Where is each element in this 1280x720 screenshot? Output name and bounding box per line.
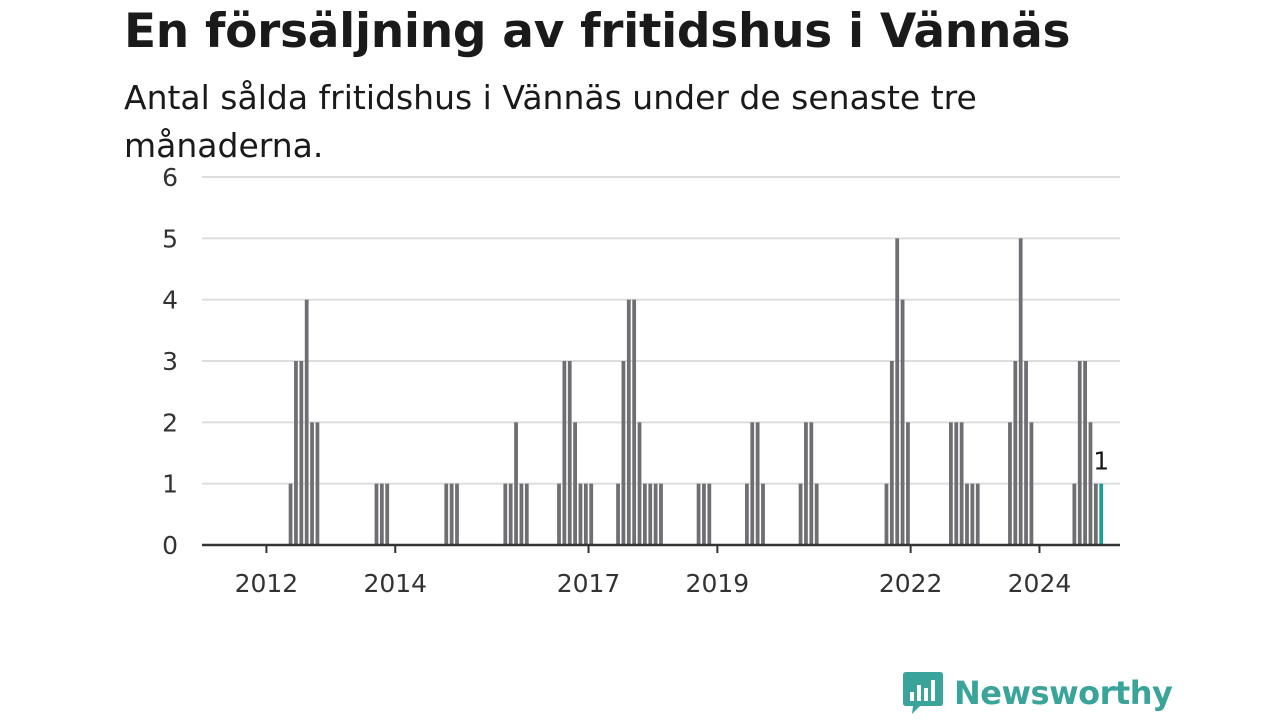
- bar: [648, 483, 653, 545]
- bar: [288, 483, 293, 545]
- brand-name: Newsworthy: [954, 674, 1173, 712]
- bar: [798, 483, 803, 545]
- y-tick-label: 6: [162, 163, 178, 192]
- y-tick-label: 1: [162, 470, 178, 499]
- bar: [884, 483, 889, 545]
- bar: [632, 299, 637, 545]
- bar: [1077, 361, 1082, 545]
- bar: [707, 483, 712, 545]
- bar: [906, 422, 910, 545]
- bar: [562, 361, 567, 545]
- chart-title: En försäljning av fritidshus i Vännäs: [124, 4, 1071, 59]
- x-tick-label: 2012: [235, 569, 299, 598]
- bar: [761, 483, 765, 545]
- bar: [965, 483, 969, 545]
- x-tick-label: 2022: [879, 569, 943, 598]
- bar: [659, 483, 663, 545]
- bar: [954, 422, 959, 545]
- bar: [616, 483, 620, 545]
- brand-logo: Newsworthy: [902, 668, 1173, 718]
- bar: [557, 483, 561, 545]
- bar: [1013, 361, 1018, 545]
- bar: [310, 422, 314, 545]
- bar: [304, 299, 309, 545]
- y-tick-label: 0: [162, 531, 178, 560]
- bar: [589, 483, 594, 545]
- bar: [1029, 422, 1034, 545]
- x-tick-label: 2017: [557, 569, 621, 598]
- bar: [524, 483, 529, 545]
- bar: [745, 483, 749, 545]
- bar: [626, 299, 631, 545]
- bar: [294, 361, 298, 545]
- bar: [809, 422, 814, 545]
- bar: [959, 422, 964, 545]
- bar: [889, 361, 894, 545]
- y-tick-label: 4: [162, 286, 178, 315]
- bar: [519, 483, 524, 545]
- bar: [374, 483, 379, 545]
- axes: [202, 543, 1120, 553]
- bar: [1008, 422, 1012, 545]
- gridlines: [202, 176, 1120, 485]
- bar: [895, 238, 900, 546]
- bar: [385, 483, 390, 545]
- bar: [1093, 483, 1098, 545]
- bar: [637, 422, 642, 545]
- bar: [804, 422, 808, 545]
- bar: [1088, 422, 1093, 545]
- bar: [449, 483, 454, 545]
- bar: [900, 299, 905, 545]
- bar: [583, 483, 588, 545]
- bar: [621, 361, 626, 545]
- bar: [578, 483, 583, 545]
- bar: [455, 483, 459, 545]
- bar: [970, 483, 975, 545]
- bar: [975, 483, 980, 545]
- bar: [315, 422, 320, 545]
- y-tick-label: 2: [162, 408, 178, 437]
- bar: [949, 422, 953, 545]
- newsworthy-logo-icon: [903, 672, 943, 714]
- highlight-bar: [1099, 483, 1104, 545]
- bar: [514, 422, 518, 545]
- bar: [814, 483, 819, 545]
- x-tick-label: 2024: [1008, 569, 1072, 598]
- highlight-data-label: 1: [1093, 447, 1109, 476]
- bar: [1018, 238, 1023, 546]
- bar: [696, 483, 701, 545]
- bars: [288, 238, 1104, 546]
- chart-subtitle: Antal sålda fritidshus i Vännäs under de…: [124, 78, 977, 165]
- bar: [643, 483, 647, 545]
- bar: [379, 483, 384, 545]
- bar: [503, 483, 508, 545]
- bar: [755, 422, 760, 545]
- bar: [750, 422, 755, 545]
- y-tick-label: 5: [162, 224, 178, 253]
- bar: [1024, 361, 1028, 545]
- bar: [508, 483, 513, 545]
- bar: [444, 483, 449, 545]
- labels: 0 1 2 3 4 5 6 1 2012 2014 2017 2019 2022 2024: [162, 163, 1109, 598]
- bar: [702, 483, 706, 545]
- x-tick-label: 2014: [363, 569, 427, 598]
- bar: [1072, 483, 1077, 545]
- bar: [573, 422, 577, 545]
- bar: [299, 361, 304, 545]
- y-tick-label: 3: [162, 347, 178, 376]
- bar: [1083, 361, 1087, 545]
- bar: [653, 483, 658, 545]
- bar: [567, 361, 572, 545]
- x-tick-label: 2019: [686, 569, 750, 598]
